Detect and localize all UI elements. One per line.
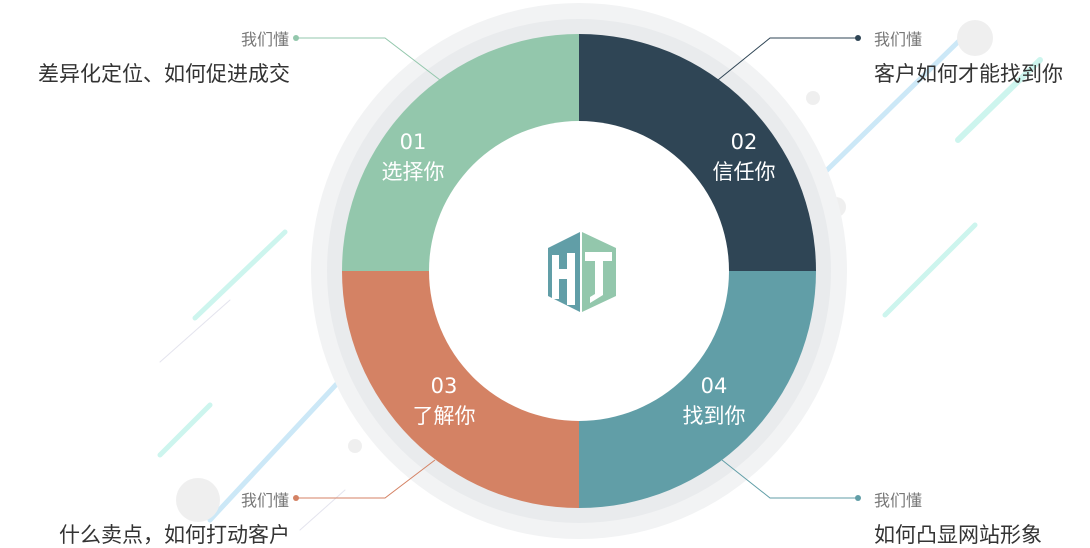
desc-04: 如何凸显网站形象: [874, 523, 1042, 547]
segment-title: 了解你: [412, 404, 476, 428]
tag-04: 我们懂: [874, 491, 923, 510]
leader-lines: [293, 35, 861, 501]
segment-02-label: 02 信任你: [694, 127, 794, 187]
segment-04-label: 04 找到你: [664, 371, 764, 431]
segment-title: 找到你: [682, 404, 746, 428]
segment-title: 选择你: [381, 160, 445, 184]
desc-01: 差异化定位、如何促进成交: [38, 62, 290, 86]
segment-number: 04: [700, 374, 728, 398]
segment-number: 01: [399, 130, 427, 154]
desc-03: 什么卖点，如何打动客户: [59, 523, 290, 547]
segment-03-label: 03 了解你: [394, 371, 494, 431]
segment-title: 信任你: [712, 160, 776, 184]
segment-number: 03: [430, 374, 458, 398]
desc-02: 客户如何才能找到你: [874, 62, 1063, 86]
tag-01: 我们懂: [240, 30, 289, 49]
segment-01-label: 01 选择你: [363, 127, 463, 187]
tag-03: 我们懂: [240, 491, 289, 510]
segment-number: 02: [730, 130, 758, 154]
tag-02: 我们懂: [874, 30, 923, 49]
ht-hexagon-logo: [548, 232, 616, 312]
